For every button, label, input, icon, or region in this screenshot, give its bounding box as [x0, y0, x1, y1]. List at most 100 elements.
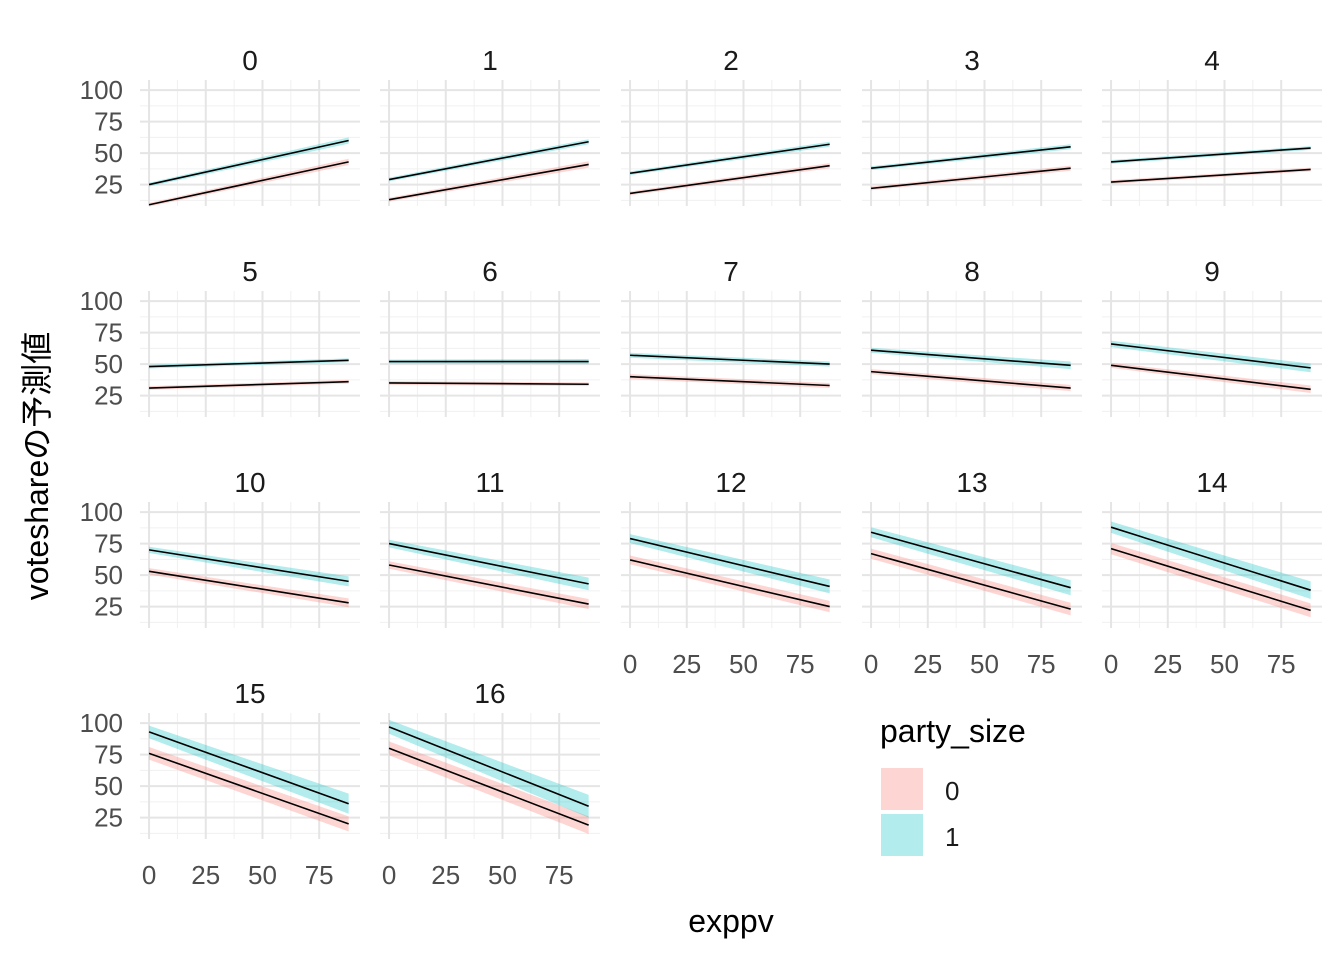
line-party-size-0	[388, 564, 589, 605]
line-party-size-0	[871, 370, 1071, 389]
x-tick-label: 75	[545, 860, 574, 890]
y-tick-label: 50	[94, 771, 123, 801]
x-axis-ticks: 0 25 50 75 0 25 50 75 0 25 50 75 0 25 50 75 0 25 50 75	[142, 649, 1296, 890]
x-tick-label: 50	[1210, 649, 1239, 679]
x-axis-title: exppv	[688, 903, 773, 939]
facet-strip-label-4: 4	[1204, 45, 1220, 76]
line-party-size-0	[629, 164, 830, 195]
line-party-size-1	[629, 537, 830, 588]
line-party-size-0	[1110, 364, 1311, 391]
facet-panel-12: 12	[621, 467, 841, 628]
facet-strip-label-1: 1	[482, 45, 498, 76]
facet-strip-label-9: 9	[1204, 256, 1220, 287]
facet-panel-6: 6	[380, 256, 600, 417]
x-tick-label: 25	[672, 649, 701, 679]
line-party-size-1	[148, 549, 349, 583]
facet-panel-7: 7	[621, 256, 841, 417]
facet-strip-label-6: 6	[482, 256, 498, 287]
y-tick-label: 75	[94, 318, 123, 348]
line-party-size-0	[388, 747, 589, 826]
y-tick-label: 50	[94, 349, 123, 379]
line-party-size-1	[870, 531, 1071, 589]
x-tick-label: 0	[864, 649, 878, 679]
x-tick-label: 50	[970, 649, 999, 679]
y-tick-label: 25	[94, 592, 123, 622]
facet-strip-label-16: 16	[474, 678, 505, 709]
legend-swatch-party-size-0	[881, 768, 923, 810]
facet-strip-label-14: 14	[1196, 467, 1227, 498]
line-party-size-0	[1111, 168, 1311, 183]
ribbon-party-size-1	[630, 534, 830, 594]
facet-panel-14: 14	[1102, 467, 1322, 628]
line-party-size-0	[629, 559, 830, 608]
x-tick-label: 75	[1027, 649, 1056, 679]
facet-panel-4: 4	[1102, 45, 1322, 206]
facet-strip-label-7: 7	[723, 256, 739, 287]
x-tick-label: 75	[1267, 649, 1296, 679]
y-tick-label: 25	[94, 170, 123, 200]
x-tick-label: 50	[488, 860, 517, 890]
facet-panel-10: 10	[140, 467, 360, 628]
line-party-size-0	[388, 163, 589, 201]
y-tick-label: 25	[94, 803, 123, 833]
facet-panel-11: 11	[380, 467, 600, 628]
facet-strip-label-3: 3	[964, 45, 980, 76]
line-party-size-0	[870, 552, 1071, 610]
facet-panel-16: 16	[380, 678, 600, 839]
line-party-size-1	[1110, 343, 1311, 369]
legend-swatch-party-size-1	[881, 814, 923, 856]
legend-label-party-size-0: 0	[945, 776, 959, 806]
facet-panel-9: 9	[1102, 256, 1322, 417]
facet-panel-15: 15	[140, 678, 360, 839]
line-party-size-1	[388, 726, 589, 807]
line-party-size-1	[1111, 147, 1311, 163]
line-party-size-0	[148, 570, 349, 604]
x-tick-label: 50	[248, 860, 277, 890]
ribbon-party-size-1	[389, 719, 589, 818]
x-tick-label: 25	[191, 860, 220, 890]
ribbon-party-size-1	[149, 546, 349, 587]
facet-strip-label-0: 0	[242, 45, 258, 76]
x-tick-label: 50	[729, 649, 758, 679]
legend-title: party_size	[880, 713, 1026, 749]
facet-strip-label-8: 8	[964, 256, 980, 287]
ribbon-party-size-1	[871, 527, 1071, 596]
facet-panel-8: 8	[862, 256, 1082, 417]
x-tick-label: 75	[786, 649, 815, 679]
facet-strip-label-10: 10	[234, 467, 265, 498]
facet-panel-13: 13	[862, 467, 1082, 628]
facet-strip-label-15: 15	[234, 678, 265, 709]
legend-label-party-size-1: 1	[945, 822, 959, 852]
x-tick-label: 25	[431, 860, 460, 890]
y-tick-label: 75	[94, 740, 123, 770]
facet-panel-0: 0	[140, 45, 360, 207]
ribbon-party-size-0	[389, 741, 589, 834]
line-party-size-0	[1110, 547, 1311, 612]
line-party-size-1	[148, 139, 349, 186]
y-tick-label: 50	[94, 138, 123, 168]
line-party-size-1	[148, 731, 349, 805]
line-party-size-1	[1110, 526, 1311, 591]
ribbon-party-size-1	[149, 725, 349, 814]
line-party-size-1	[870, 145, 1071, 169]
y-tick-label: 100	[80, 286, 123, 316]
facet-strip-label-13: 13	[956, 467, 987, 498]
x-tick-label: 25	[1153, 649, 1182, 679]
facet-panel-5: 5	[140, 256, 360, 417]
facet-panel-1: 1	[380, 45, 600, 206]
x-tick-label: 75	[305, 860, 334, 890]
line-party-size-0	[389, 382, 589, 386]
facet-panel-3: 3	[862, 45, 1082, 206]
facet-strip-label-11: 11	[475, 467, 504, 498]
x-tick-label: 0	[382, 860, 396, 890]
x-tick-label: 0	[623, 649, 637, 679]
line-party-size-1	[871, 349, 1071, 367]
legend: party_size 0 1	[880, 713, 1026, 856]
line-party-size-0	[148, 752, 349, 825]
y-tick-label: 100	[80, 75, 123, 105]
line-party-size-0	[630, 375, 830, 387]
line-party-size-1	[629, 143, 830, 175]
x-tick-label: 25	[913, 649, 942, 679]
